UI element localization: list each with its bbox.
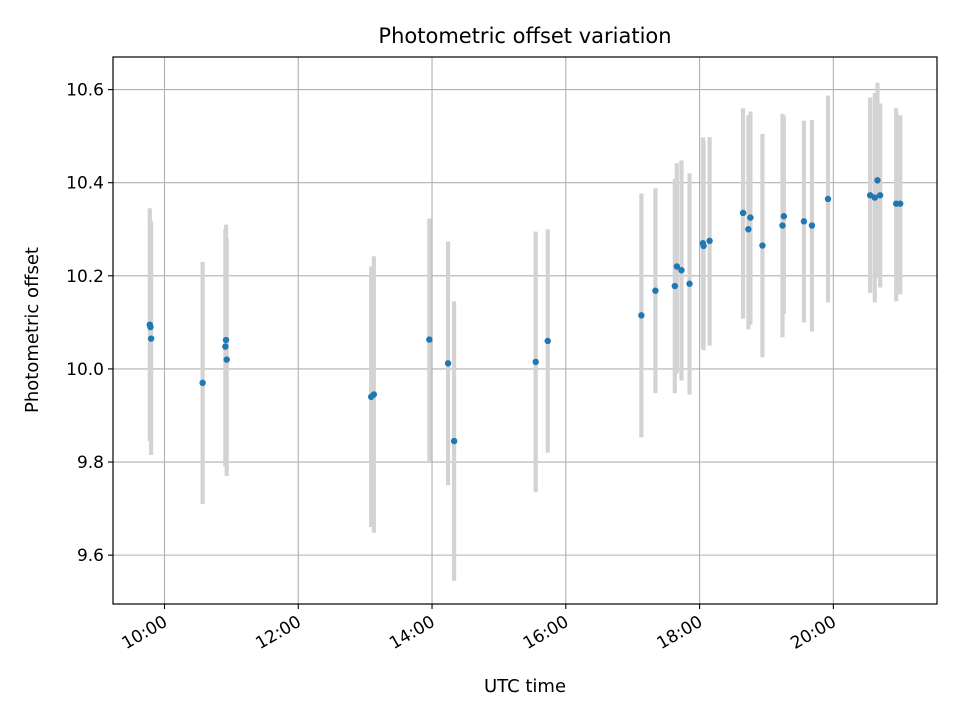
data-point [824,195,832,203]
errorbar-layer [147,82,903,581]
y-axis-ticks: 9.6 9.8 10.0 10.2 10.4 10.6 [66,81,113,566]
data-point [222,343,229,350]
data-point [678,267,685,274]
grid-layer [113,57,937,604]
x-tick-label: 10:00 [119,612,171,654]
data-point [759,242,766,249]
data-point [747,214,754,221]
y-tick-label: 10.6 [66,81,104,101]
data-point [544,337,551,345]
data-point [874,177,881,184]
data-point [780,213,788,220]
data-point [652,287,659,294]
data-point [700,242,707,250]
data-point [897,200,904,207]
data-point [745,226,752,233]
data-point [779,222,786,229]
data-point [199,379,206,387]
y-tick-label: 9.8 [77,453,104,473]
x-axis-ticks: 10:00 12:00 14:00 16:00 18:00 20:00 [119,604,840,654]
data-point [222,336,230,344]
data-point [370,391,378,398]
y-tick-label: 10.2 [66,267,104,287]
marker-layer [146,177,904,445]
data-point [739,209,747,217]
data-point [808,222,816,229]
data-point [671,282,679,290]
data-point [686,280,693,287]
x-tick-label: 12:00 [252,612,304,654]
data-point [444,360,452,367]
plot-frame [112,56,938,605]
data-point [223,356,230,363]
data-point [673,263,681,270]
data-point [532,358,539,366]
x-tick-label: 18:00 [654,612,706,654]
x-axis-label: UTC time [484,676,566,697]
chart-title: Photometric offset variation [378,24,671,48]
y-tick-label: 10.4 [66,174,104,194]
x-tick-label: 16:00 [520,612,572,654]
y-axis-label: Photometric offset [22,247,43,413]
y-tick-label: 9.6 [77,546,104,566]
data-point [876,192,884,199]
data-point [871,194,878,201]
data-point [147,323,154,331]
data-point [638,312,645,319]
data-point [426,336,433,343]
data-point [450,437,458,445]
data-point [147,335,155,342]
data-point [800,218,808,225]
x-tick-label: 20:00 [787,612,839,654]
data-point [706,237,713,245]
x-tick-label: 14:00 [386,612,438,654]
y-tick-label: 10.0 [66,360,104,380]
